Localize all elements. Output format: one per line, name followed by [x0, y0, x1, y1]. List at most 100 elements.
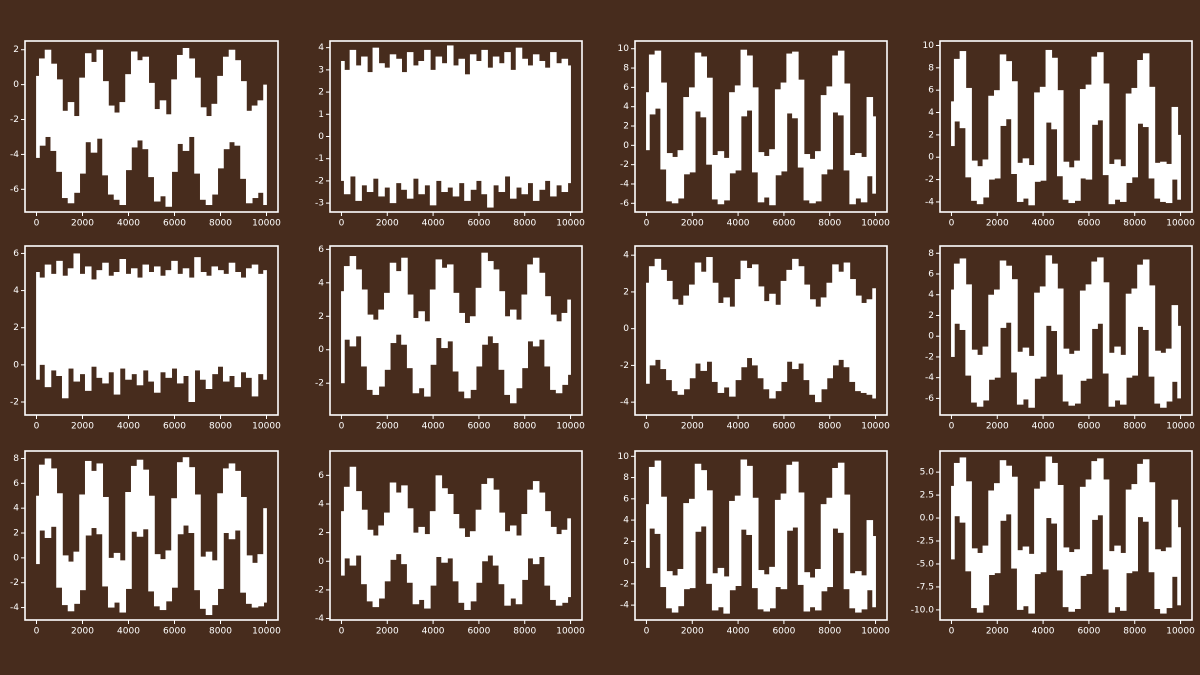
signal-band — [113, 112, 121, 200]
signal-band — [148, 272, 155, 382]
signal-band — [361, 289, 368, 367]
signal-band — [1085, 84, 1093, 180]
signal-band — [50, 273, 58, 371]
signal-band — [780, 82, 788, 172]
signal-band — [843, 494, 851, 590]
signal-band — [234, 60, 242, 146]
signal-band — [395, 492, 402, 555]
signal-band — [1160, 551, 1167, 614]
signal-band — [1177, 527, 1181, 606]
signal-band — [988, 490, 995, 575]
signal-band — [1051, 462, 1058, 524]
signal-band — [361, 509, 368, 585]
x-tick-label: 6000 — [772, 219, 795, 229]
signal-band — [666, 153, 673, 202]
y-tick-label: 2 — [623, 537, 629, 547]
y-tick-label: -1 — [315, 154, 324, 164]
signal-band — [349, 49, 357, 177]
x-tick-label: 8000 — [513, 422, 536, 432]
y-tick-label: 0.0 — [920, 514, 935, 524]
panel: 0 2000 4000 6000 8000 10000 -6 -4 -2 0 2 4 6 8 10 — [618, 40, 890, 229]
signal-band — [769, 566, 776, 609]
signal-band — [729, 306, 736, 397]
y-tick-label: 6 — [318, 471, 324, 481]
signal-band — [504, 316, 511, 395]
signal-band — [361, 56, 368, 186]
signal-band — [245, 555, 253, 604]
signal-band — [527, 489, 534, 559]
signal-band — [1137, 463, 1144, 518]
x-tick-label: 4000 — [422, 219, 445, 229]
y-tick-label: -6 — [620, 199, 629, 209]
signal-band — [1085, 479, 1093, 575]
signal-band — [1011, 279, 1018, 373]
signal-band — [79, 77, 86, 174]
signal-band — [441, 267, 448, 349]
y-tick-label: 0 — [318, 557, 324, 567]
signal — [36, 47, 267, 207]
signal-band — [1154, 549, 1161, 609]
signal-band — [982, 159, 990, 198]
signal-band — [951, 289, 955, 357]
signal-band — [982, 545, 990, 606]
signal-band — [544, 511, 551, 586]
signal-band — [832, 55, 839, 113]
signal-band — [481, 483, 488, 562]
signal-band — [441, 63, 448, 193]
axes-frame — [939, 245, 1193, 416]
signal-band — [107, 105, 115, 195]
signal-band — [61, 110, 69, 199]
y-tick-label: -4 — [620, 601, 629, 611]
signal-band — [746, 55, 753, 111]
x-tick-label: 2000 — [376, 627, 399, 637]
signal-band — [860, 575, 868, 610]
signal-band — [959, 258, 967, 330]
signal-band — [538, 60, 546, 190]
y-tick-label: 10 — [618, 452, 630, 462]
signal-band — [1034, 292, 1041, 379]
signal-band — [666, 571, 673, 609]
signal-band — [56, 79, 63, 172]
signal-band — [171, 260, 178, 369]
signal-band — [723, 157, 730, 201]
panel: 0 2000 4000 6000 8000 10000 -4 -2 0 2 4 6 8 10 — [923, 40, 1195, 229]
signal-band — [757, 152, 765, 203]
signal-band — [1171, 305, 1179, 382]
axes-frame — [329, 245, 583, 416]
signal-band — [1102, 479, 1110, 570]
signal-band — [1165, 547, 1173, 609]
signal-band — [700, 470, 707, 527]
signal-band — [113, 552, 121, 603]
signal-band — [130, 465, 138, 532]
signal-band — [550, 314, 557, 390]
signal-band — [159, 275, 167, 373]
signal-band — [988, 294, 995, 380]
signal-band — [1039, 481, 1047, 573]
signal-band — [763, 574, 770, 612]
y-tick-label: 2 — [13, 45, 19, 55]
axes-frame — [939, 450, 1193, 621]
signal-band — [1177, 134, 1181, 200]
signal-band — [1131, 484, 1138, 572]
signal-band — [660, 269, 667, 370]
signal-band — [119, 560, 127, 613]
signal-band — [464, 74, 471, 201]
signal-band — [538, 492, 546, 557]
signal-band — [769, 149, 776, 206]
signal-band — [142, 469, 150, 530]
x-tick-label: 0 — [34, 219, 40, 229]
panel: 0 2000 4000 6000 8000 10000 -4 -2 0 2 4 6 8 10 — [618, 450, 890, 637]
signal-band — [412, 317, 420, 394]
signal-band — [740, 260, 748, 368]
y-tick-label: 0 — [318, 132, 324, 142]
signal-band — [159, 100, 167, 197]
signal-band — [36, 495, 40, 565]
signal-band — [1097, 458, 1104, 516]
signal-band — [677, 304, 685, 395]
signal-band — [567, 65, 571, 184]
y-tick-label: -4 — [925, 373, 934, 383]
signal-band — [188, 277, 196, 402]
signal-band — [555, 321, 563, 394]
signal — [951, 49, 1181, 206]
y-tick-label: 0 — [13, 80, 19, 90]
